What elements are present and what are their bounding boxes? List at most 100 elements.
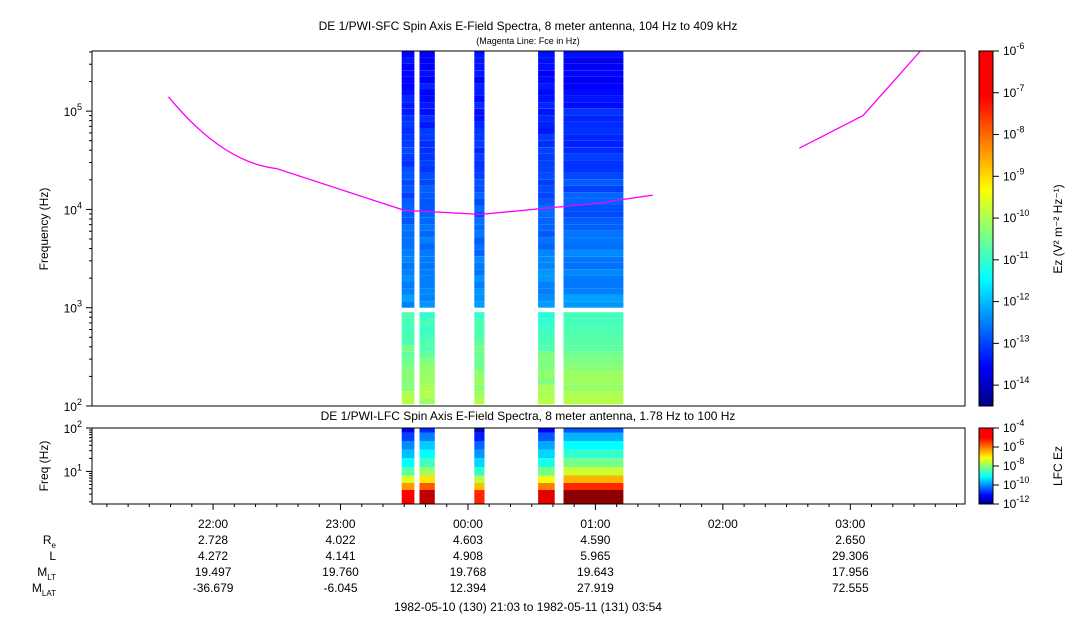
lfc-spectrogram-data — [401, 428, 624, 504]
spectrogram-cell — [538, 318, 555, 326]
spectrogram-cell — [401, 338, 415, 346]
spectrogram-cell — [474, 288, 485, 295]
spectrogram-cell — [538, 179, 555, 186]
spectrogram-cell — [419, 172, 435, 180]
lfc-spectrogram-cell — [563, 458, 624, 467]
lfc-spectrogram-cell — [419, 428, 435, 433]
lfc-spectrogram-cell — [538, 449, 555, 459]
spectrogram-cell — [563, 391, 624, 398]
spectrogram-cell — [419, 57, 435, 64]
spectrogram-cell — [563, 147, 624, 154]
ephemeris-value: 4.272 — [198, 549, 228, 563]
spectrogram-cell — [563, 217, 624, 225]
ephemeris-value: 19.760 — [322, 565, 359, 579]
spectrogram-cell — [401, 243, 415, 250]
spectrogram-cell — [538, 153, 555, 161]
spectrogram-cell — [563, 89, 624, 96]
ephemeris-value: 29.306 — [832, 549, 869, 563]
lfc-spectrogram-cell — [474, 449, 485, 459]
spectrogram-cell — [538, 76, 555, 84]
spectrogram-cell — [401, 95, 415, 103]
spectrogram-cell — [401, 160, 415, 167]
spectrogram-cell — [419, 217, 435, 225]
spectrogram-cell — [538, 224, 555, 231]
spectrogram-cell — [401, 147, 415, 154]
spectrogram-cell — [401, 121, 415, 128]
spectrogram-cell — [538, 57, 555, 64]
ephemeris-value: -6.045 — [324, 581, 358, 595]
colorbar-tick-label: 10-10 — [1003, 475, 1029, 492]
lfc-colorbar-label: LFC Ez — [1051, 446, 1065, 486]
spectrogram-cell — [474, 230, 485, 238]
spectrogram-cell — [474, 70, 485, 77]
sfc-spectrogram-panel: 102 103 104 105 Frequency (Hz) — [37, 50, 966, 414]
spectrogram-cell — [474, 294, 485, 302]
spectrogram-cell — [474, 345, 485, 352]
lfc-spectrogram-cell — [474, 441, 485, 450]
spectrogram-cell — [538, 83, 555, 90]
colorbar-tick-label: 10-11 — [1003, 250, 1029, 267]
spectrogram-cell — [563, 288, 624, 295]
spectrogram-cell — [538, 282, 555, 289]
lfc-spectrogram-cell — [401, 428, 415, 433]
spectrogram-cell — [538, 192, 555, 199]
spectrogram-cell — [401, 224, 415, 231]
spectrogram-cell — [538, 108, 555, 116]
fce-line — [799, 50, 921, 149]
lfc-colorbar-gradient — [978, 427, 994, 505]
spectrogram-cell — [419, 76, 435, 84]
spectrogram-cell — [419, 275, 435, 282]
spectrogram-cell — [563, 102, 624, 109]
spectrogram-cell — [419, 205, 435, 212]
lfc-spectrogram-cell — [401, 490, 415, 504]
y-tick-label: 102 — [64, 397, 82, 414]
spectrogram-cell — [419, 115, 435, 122]
spectrogram-cell — [474, 371, 485, 378]
spectrogram-cell — [563, 166, 624, 173]
spectrogram-cell — [563, 325, 624, 332]
sfc-colorbar: 10-6 10-7 10-8 10-9 10-10 10-11 10-12 10-13 10-1… — [978, 41, 1065, 407]
spectrogram-cell — [474, 205, 485, 212]
spectrogram-cell — [419, 51, 435, 58]
spectrogram-cell — [563, 345, 624, 352]
spectrogram-cell — [563, 63, 624, 71]
spectrogram-cell — [419, 153, 435, 161]
spectrogram-cell — [419, 166, 435, 173]
spectrogram-cell — [538, 172, 555, 180]
ephemeris-value: 19.643 — [577, 565, 614, 579]
spectrogram-cell — [563, 211, 624, 218]
spectrogram-cell — [538, 294, 555, 302]
spectrogram-cell — [563, 57, 624, 64]
sfc-chart-title: DE 1/PWI-SFC Spin Axis E-Field Spectra, … — [319, 19, 738, 33]
lfc-spectrogram-cell — [401, 449, 415, 459]
spectrogram-cell — [538, 301, 555, 308]
ephemeris-value: 27.919 — [577, 581, 614, 595]
spectrogram-cell — [419, 128, 435, 135]
spectrogram-cell — [419, 185, 435, 193]
lfc-spectrogram-cell — [419, 475, 435, 483]
spectrogram-cell — [419, 249, 435, 257]
spectrogram-cell — [419, 345, 435, 352]
spectrogram-cell — [419, 198, 435, 205]
spectrogram-cell — [419, 397, 435, 405]
spectrogram-cell — [563, 312, 624, 319]
lfc-spectrogram-cell — [474, 483, 485, 490]
colorbar-tick-label: 10-14 — [1003, 375, 1029, 392]
spectrogram-cell — [474, 282, 485, 289]
spectrogram-cell — [401, 134, 415, 141]
spectrogram-cell — [538, 384, 555, 392]
spectrogram-cell — [474, 391, 485, 398]
spectrogram-cell — [401, 179, 415, 186]
spectrogram-cell — [538, 312, 555, 319]
ephemeris-row-label: MLT — [37, 565, 56, 582]
ephemeris-value: 19.497 — [195, 565, 232, 579]
lfc-spectrogram-cell — [563, 490, 624, 504]
spectrogram-cell — [419, 318, 435, 326]
colorbar-tick-label: 10-8 — [1003, 125, 1024, 142]
colorbar-tick-label: 10-7 — [1003, 83, 1024, 100]
lfc-chart-title: DE 1/PWI-LFC Spin Axis E-Field Spectra, … — [321, 409, 736, 423]
spectrogram-cell — [401, 397, 415, 405]
spectrogram-cell — [401, 108, 415, 116]
spectrogram-cell — [538, 198, 555, 205]
y-tick-label: 102 — [64, 419, 82, 436]
